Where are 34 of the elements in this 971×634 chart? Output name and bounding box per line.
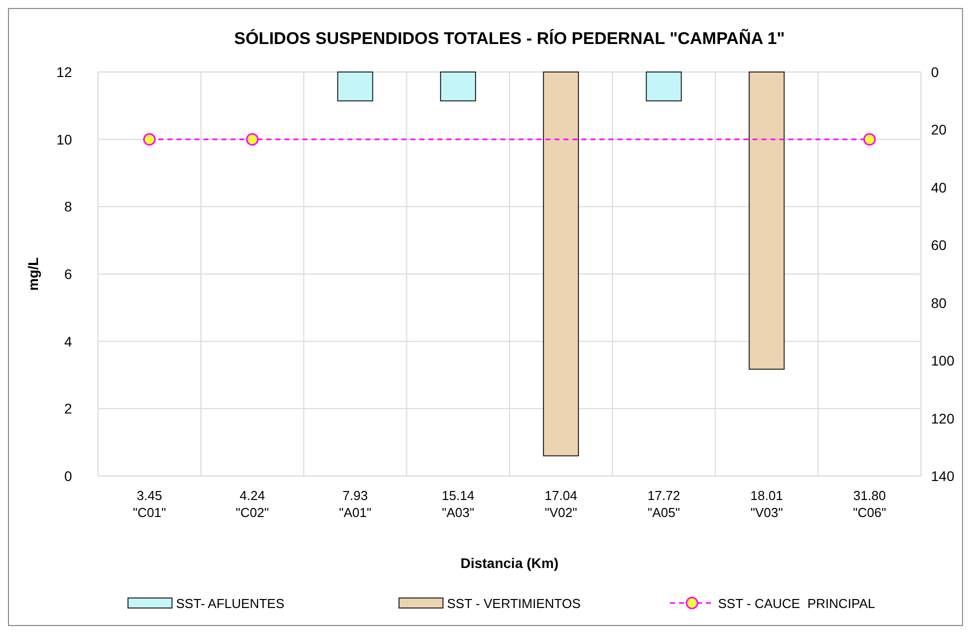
chart-title: SÓLIDOS SUSPENDIDOS TOTALES - RÍO PEDERNAL "CAMPAÑA 1" [234,28,785,48]
bar [646,72,682,102]
legend-label: SST - VERTIMIENTOS [447,596,581,611]
y2-tick-label: 140 [931,468,955,484]
legend-label: SST - CAUCE PRINCIPAL [718,596,875,611]
y2-tick-label: 80 [931,294,947,311]
bar [440,72,476,102]
x-tick-label: 3.45 "C01" [132,488,166,520]
y-tick-label: 12 [56,64,72,80]
x-tick-label: 31.80 "C06" [853,488,886,520]
bar [337,72,374,102]
x-tick-label: 17.72 "A05" [648,488,680,520]
y-tick-label: 8 [64,198,72,215]
y2-tick-label: 60 [931,237,947,254]
bar [748,72,785,370]
y2-tick-label: 40 [931,179,947,196]
x-tick-label: 15.14 "A03" [442,488,475,520]
y2-tick-label: 120 [931,410,955,426]
x-tick-label: 17.04 "V02" [544,488,578,520]
y2-tick-label: 100 [931,352,955,369]
bar [542,72,579,456]
y-tick-label: 2 [64,400,72,417]
y-tick-label: 0 [64,468,72,484]
y2-tick-label: 0 [931,64,939,80]
y2-tick-label: 20 [931,122,947,138]
y-tick-label: 10 [56,131,72,148]
x-tick-label: 4.24 "C02" [236,488,270,520]
y-tick-label: 6 [64,266,72,282]
x-tick-label: 7.93 "A01" [339,488,372,520]
x-tick-label: 18.01 "V03" [750,488,784,520]
x-axis-title: Distancia (Km) [460,555,559,571]
y-tick-label: 4 [64,333,72,350]
legend-label: SST- AFLUENTES [176,596,285,611]
y-axis-title: mg/L [25,256,41,291]
